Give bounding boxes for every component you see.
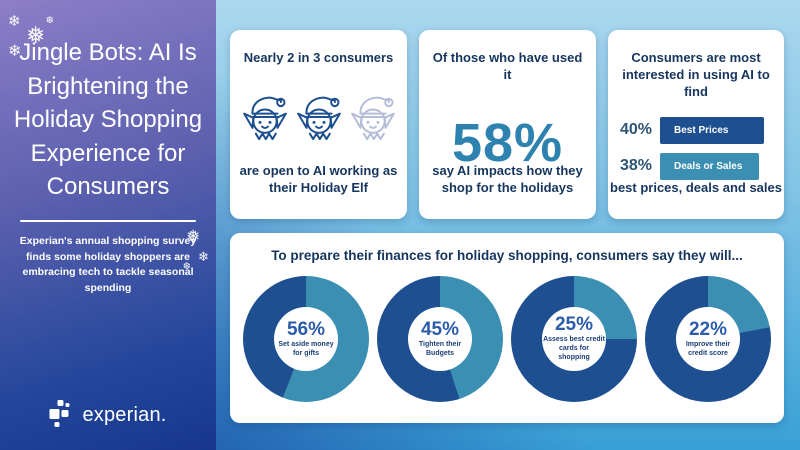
elf-card-heading: Nearly 2 in 3 consumers — [243, 50, 394, 65]
stat-value: 58% — [451, 112, 564, 173]
snowflake-icon: ❅ — [26, 22, 46, 48]
donut-center: 56% Set aside money for gifts — [274, 307, 338, 371]
panel-heading: To prepare their finances for holiday sh… — [271, 248, 743, 263]
experian-wordmark: experian. — [82, 403, 167, 426]
elf-icon-faded — [350, 96, 395, 140]
finance-prep-panel: To prepare their finances for holiday sh… — [230, 233, 784, 423]
donut-assess-credit-cards: 25% Assess best credit cards for shoppin… — [511, 276, 637, 402]
snowflake-icon: ❄ — [8, 13, 21, 30]
donut-center: 22% Improve their credit score — [676, 307, 740, 371]
bars-card-caption: best prices, deals and sales — [610, 180, 782, 196]
bar-row: 40% Best Prices — [620, 116, 784, 144]
bar-value: 40% — [620, 121, 653, 139]
bar-value: 38% — [620, 157, 653, 175]
donut-label: Tighten their Budgets — [418, 340, 462, 357]
donut-set-aside-money: 56% Set aside money for gifts — [243, 276, 369, 402]
elf-icon-row — [230, 91, 407, 143]
bars-card-heading: Consumers are most interested in using A… — [622, 50, 770, 99]
elf-card-caption: are open to AI working as their Holiday … — [239, 163, 398, 196]
ai-impact-stat-card: Of those who have used it 58% say AI imp… — [419, 30, 596, 219]
elf-icon — [296, 96, 341, 140]
elf-icon — [242, 96, 287, 140]
bar-row: 38% Deals or Sales — [620, 152, 784, 180]
donut-value: 56% — [286, 318, 326, 340]
page-title: Jingle Bots: AI Is Brightening the Holid… — [13, 39, 203, 201]
donut-label: Set aside money for gifts — [278, 340, 334, 357]
donut-label: Improve their credit score — [685, 340, 731, 357]
bar-deals-or-sales: Deals or Sales — [660, 152, 759, 180]
stat-card-caption: say AI impacts how they shop for the hol… — [432, 163, 583, 196]
stat-card-heading: Of those who have used it — [432, 50, 583, 82]
donut-value: 45% — [420, 318, 460, 340]
donut-value: 25% — [554, 314, 594, 336]
snowflake-icon: ❆ — [183, 261, 191, 271]
survey-description: Experian's annual shopping survey finds … — [19, 234, 197, 295]
snowflake-icon: ❄ — [198, 249, 209, 264]
snowflake-icon: ❅ — [186, 227, 201, 246]
snowflake-icon: ❄ — [8, 43, 22, 60]
ai-interest-bar-card: Consumers are most interested in using A… — [608, 30, 784, 219]
donut-center: 25% Assess best credit cards for shoppin… — [542, 307, 606, 371]
snowflake-icon: ❆ — [46, 15, 54, 25]
experian-logo-icon — [49, 400, 75, 430]
experian-logo: experian. — [49, 400, 166, 430]
donut-chart-row: 56% Set aside money for gifts 45% Tighte… — [230, 276, 784, 402]
donut-label: Assess best credit cards for shopping — [543, 336, 605, 361]
donut-center: 45% Tighten their Budgets — [408, 307, 472, 371]
donut-tighten-budgets: 45% Tighten their Budgets — [377, 276, 503, 402]
donut-improve-credit-score: 22% Improve their credit score — [645, 276, 771, 402]
bar-best-prices: Best Prices — [660, 116, 764, 144]
bar-label: Best Prices — [674, 124, 729, 136]
bar-chart: 40% Best Prices 38% Deals or Sales — [620, 116, 784, 180]
donut-value: 22% — [688, 318, 728, 340]
divider — [20, 219, 196, 222]
bar-label: Deals or Sales — [674, 160, 743, 172]
elf-stat-card: Nearly 2 in 3 consumers are open to AI w… — [230, 30, 407, 219]
sidebar: ❄ ❅ ❄ ❆ Jingle Bots: AI Is Brightening t… — [0, 0, 216, 450]
